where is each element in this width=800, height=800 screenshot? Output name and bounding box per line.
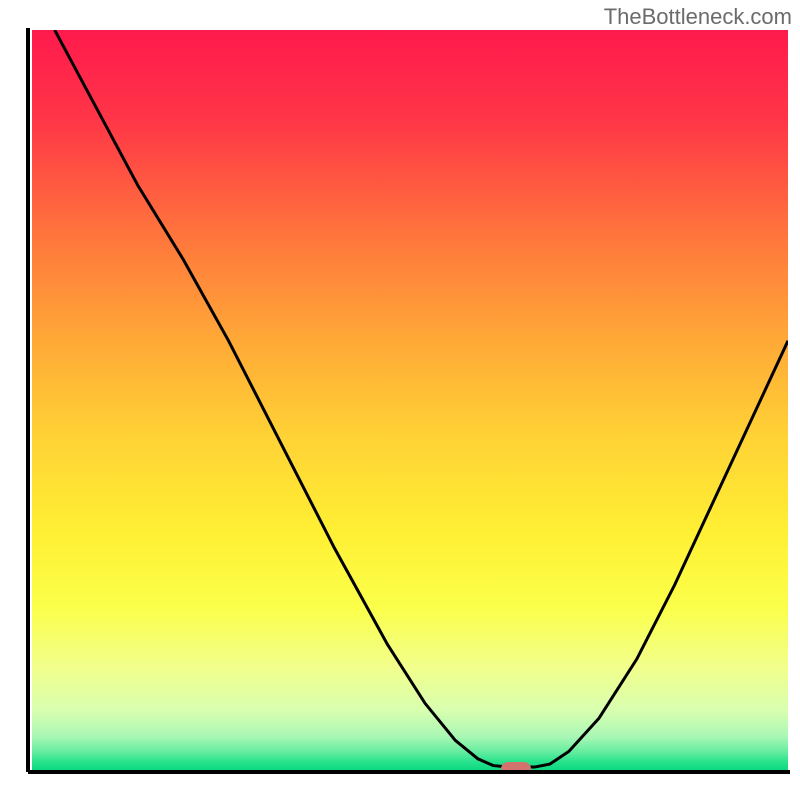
bottleneck-curve xyxy=(55,30,788,767)
watermark-text: TheBottleneck.com xyxy=(604,4,792,30)
curve-layer xyxy=(32,30,788,770)
bottleneck-chart: TheBottleneck.com xyxy=(0,0,800,800)
plot-area xyxy=(32,30,788,770)
optimal-marker xyxy=(501,762,531,770)
